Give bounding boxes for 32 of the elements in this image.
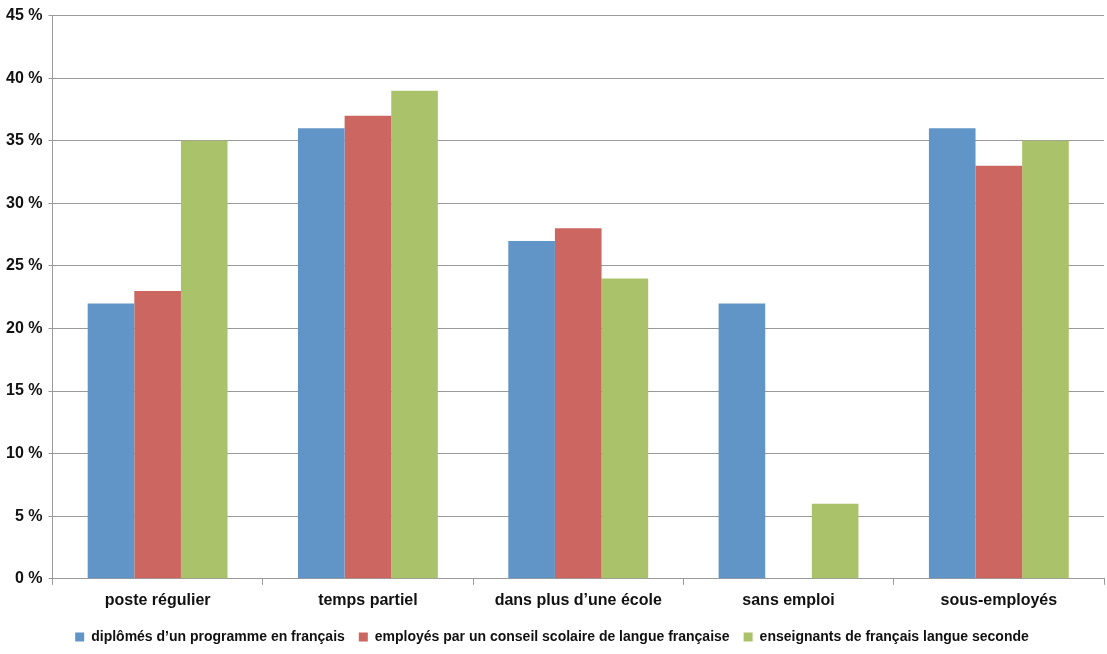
y-tick-label: 15 % [6,381,43,399]
x-tick-label: dans plus d’une école [494,590,662,608]
bar [134,290,181,579]
y-tick-label: 25 % [6,256,43,274]
x-tick-label: poste régulier [104,590,211,608]
y-tick-label: 20 % [6,318,43,336]
y-tick-label: 0 % [14,569,43,587]
bar [391,90,438,579]
y-tick-label: 40 % [6,68,43,86]
x-tick-label: sous-employés [940,590,1058,608]
x-tick-label: temps partiel [318,590,418,608]
bar [928,128,976,579]
bar [811,503,859,579]
legend-label: employés par un conseil scolaire de langue française [374,627,730,644]
bar [87,303,135,579]
bar [601,278,649,579]
bar [180,140,228,579]
x-tick-label: sans emploi [742,590,835,608]
legend-label: diplômés d’un programme en français [91,627,346,644]
bar [718,303,766,579]
bar [298,128,345,579]
bar [344,115,392,579]
legend-label: enseignants de français langue seconde [759,627,1030,644]
bar [554,228,602,579]
y-tick-label: 10 % [6,444,43,462]
bar [1022,140,1069,579]
y-tick-label: 5 % [14,506,43,524]
y-tick-label: 45 % [6,6,43,24]
bar [975,165,1023,579]
y-tick-label: 30 % [6,193,43,211]
y-tick-label: 35 % [6,131,43,149]
bar [508,240,555,579]
